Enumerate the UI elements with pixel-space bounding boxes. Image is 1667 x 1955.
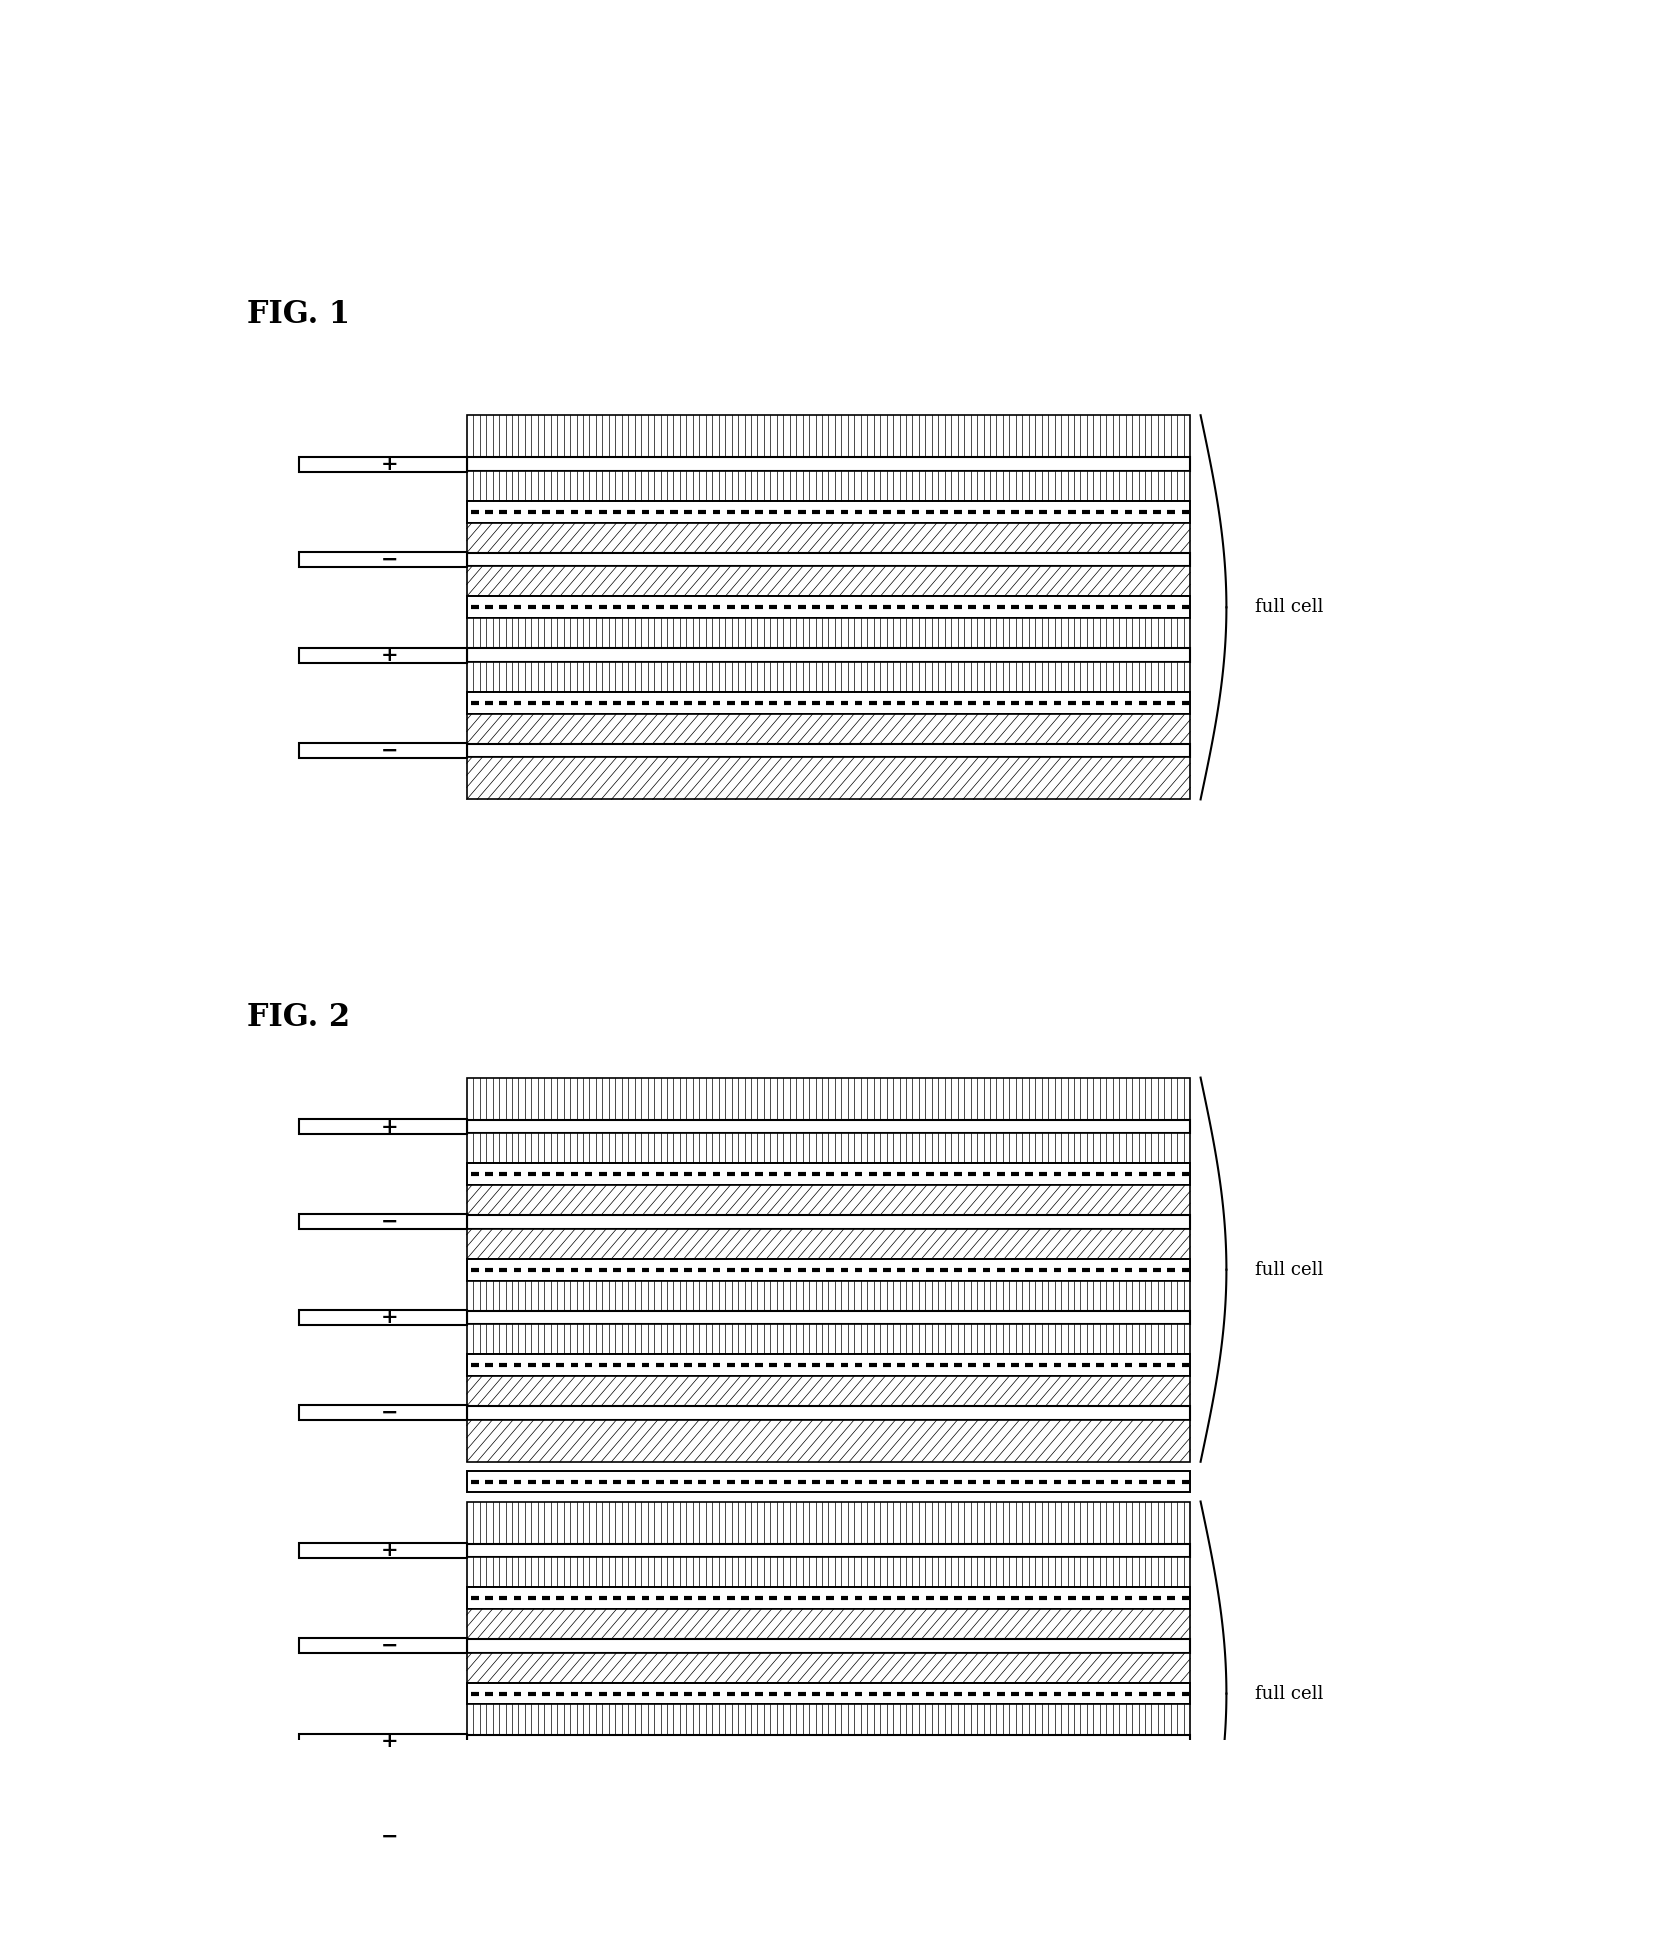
Bar: [467, 1077, 1190, 1120]
Bar: [467, 757, 1190, 800]
Bar: [467, 1470, 1190, 1492]
Bar: [298, 1830, 467, 1844]
Text: FIG. 2: FIG. 2: [247, 1003, 350, 1034]
Bar: [467, 1134, 1190, 1163]
Text: +: +: [380, 1116, 398, 1136]
Bar: [467, 1801, 1190, 1830]
Bar: [298, 1542, 467, 1558]
Text: full cell: full cell: [1255, 1261, 1324, 1279]
Bar: [467, 522, 1190, 553]
Bar: [467, 1705, 1190, 1734]
Bar: [298, 1406, 467, 1421]
Bar: [467, 1587, 1190, 1609]
Bar: [298, 1118, 467, 1134]
Text: full cell: full cell: [1255, 1685, 1324, 1703]
Bar: [467, 663, 1190, 692]
Bar: [467, 1609, 1190, 1638]
Bar: [467, 1376, 1190, 1406]
Bar: [467, 596, 1190, 618]
Bar: [467, 1259, 1190, 1281]
Text: FIG. 1: FIG. 1: [247, 299, 350, 330]
Bar: [467, 1230, 1190, 1259]
Bar: [467, 1120, 1190, 1134]
Bar: [298, 1734, 467, 1750]
Bar: [298, 457, 467, 471]
Bar: [467, 1652, 1190, 1683]
Text: +: +: [380, 1308, 398, 1327]
Bar: [467, 1748, 1190, 1779]
Bar: [467, 457, 1190, 471]
Bar: [298, 1214, 467, 1230]
Bar: [467, 714, 1190, 743]
Bar: [467, 618, 1190, 649]
Bar: [467, 1544, 1190, 1558]
Bar: [298, 1638, 467, 1654]
Bar: [467, 1501, 1190, 1544]
Bar: [467, 414, 1190, 457]
Bar: [298, 647, 467, 663]
Bar: [467, 743, 1190, 757]
Text: −: −: [380, 741, 398, 760]
Text: −: −: [380, 549, 398, 569]
Bar: [467, 1779, 1190, 1801]
Bar: [467, 1830, 1190, 1844]
Bar: [467, 1844, 1190, 1887]
Text: +: +: [380, 1541, 398, 1560]
Bar: [467, 1163, 1190, 1185]
Bar: [298, 1310, 467, 1325]
Bar: [467, 692, 1190, 714]
Text: −: −: [380, 1212, 398, 1232]
Bar: [467, 1324, 1190, 1355]
Bar: [298, 551, 467, 567]
Text: −: −: [380, 1404, 398, 1423]
Text: +: +: [380, 645, 398, 665]
Bar: [467, 553, 1190, 567]
Bar: [467, 1406, 1190, 1419]
Bar: [298, 743, 467, 759]
Bar: [467, 1310, 1190, 1324]
Text: −: −: [380, 1826, 398, 1847]
Bar: [467, 1638, 1190, 1652]
Bar: [467, 1419, 1190, 1462]
Bar: [467, 471, 1190, 500]
Bar: [467, 1281, 1190, 1310]
Text: +: +: [380, 454, 398, 475]
Text: −: −: [380, 1636, 398, 1656]
Bar: [467, 1216, 1190, 1230]
Bar: [467, 1734, 1190, 1748]
Bar: [467, 567, 1190, 596]
Bar: [467, 500, 1190, 522]
Bar: [467, 649, 1190, 663]
Bar: [467, 1355, 1190, 1376]
Bar: [467, 1558, 1190, 1587]
Bar: [467, 1185, 1190, 1216]
Bar: [467, 1683, 1190, 1705]
Text: full cell: full cell: [1255, 598, 1324, 616]
Text: +: +: [380, 1732, 398, 1752]
